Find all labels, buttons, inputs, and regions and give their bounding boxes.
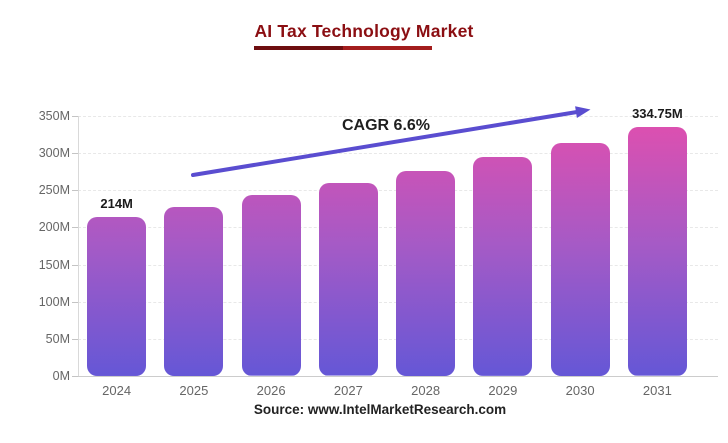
y-axis-label: 200M xyxy=(38,220,70,235)
cagr-annotation: CAGR 6.6% xyxy=(341,117,431,134)
y-axis-label: 0M xyxy=(52,369,70,383)
chart-title: AI Tax Technology Market xyxy=(254,21,474,41)
x-axis-label-2031: 2031 xyxy=(642,383,672,398)
bar-2028 xyxy=(396,170,456,376)
y-axis-tick xyxy=(72,376,78,377)
bar-2024 xyxy=(87,217,147,376)
x-axis-label-2030: 2030 xyxy=(565,383,595,398)
bar-2029 xyxy=(473,157,533,376)
y-axis-label: 300M xyxy=(38,146,70,161)
x-axis-label-2025: 2025 xyxy=(179,383,209,398)
bar-2027 xyxy=(318,183,378,376)
bars-row: 214M 334.75M xyxy=(78,106,696,376)
x-axis-labels: 2024 2025 2026 2027 2028 2029 2030 2031 xyxy=(78,383,696,398)
x-axis-label-2027: 2027 xyxy=(333,383,363,398)
y-axis-tick xyxy=(72,338,78,340)
source-text: Source: www.IntelMarketResearch.com xyxy=(253,402,507,417)
y-axis-tick xyxy=(72,116,78,117)
y-axis-label: 100M xyxy=(38,294,70,309)
bar-slot xyxy=(233,116,310,376)
title-underline xyxy=(254,46,433,50)
bar-2031 xyxy=(627,127,687,376)
bar-2025 xyxy=(164,206,224,376)
bar-slot xyxy=(464,116,541,376)
chart-header: AI Tax Technology Market xyxy=(0,21,728,55)
y-axis-label: 150M xyxy=(38,257,70,272)
bar-2030 xyxy=(550,142,610,376)
bar-slot: 214M xyxy=(78,116,155,376)
y-axis-tick xyxy=(72,227,78,229)
y-axis-label: 250M xyxy=(38,183,70,198)
bar-slot xyxy=(542,116,619,376)
x-axis-label-2028: 2028 xyxy=(411,383,441,398)
y-axis-tick xyxy=(72,264,78,266)
x-axis-label-2024: 2024 xyxy=(102,383,132,398)
bar-2026 xyxy=(241,195,301,376)
bar-slot xyxy=(387,116,464,376)
value-label: 334.75M xyxy=(632,106,683,122)
bar-slot xyxy=(310,116,387,376)
y-axis-tick xyxy=(72,190,78,192)
y-axis-label: 350M xyxy=(38,109,70,123)
bar-slot xyxy=(155,116,232,376)
x-axis-label-2026: 2026 xyxy=(256,383,286,398)
bar-slot: 334.75M xyxy=(619,106,696,376)
y-axis-tick xyxy=(72,301,78,303)
x-axis-line xyxy=(78,376,718,377)
y-axis-label: 50M xyxy=(45,331,70,346)
y-axis-tick xyxy=(72,153,78,155)
title-underline-dark xyxy=(254,46,344,50)
y-axis-line xyxy=(78,116,79,376)
title-underline-light xyxy=(343,46,433,50)
value-label: 214M xyxy=(100,196,133,212)
x-axis-label-2029: 2029 xyxy=(488,383,518,398)
